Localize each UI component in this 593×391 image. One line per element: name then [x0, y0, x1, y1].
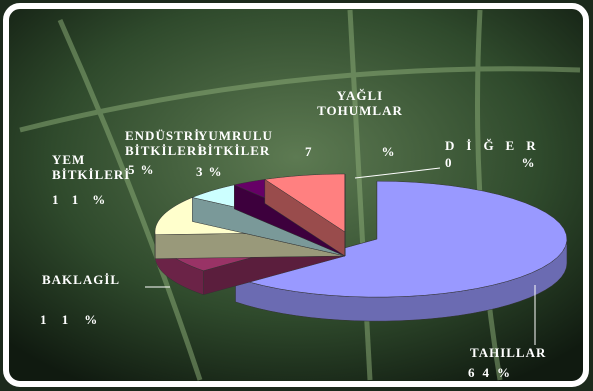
slice-top	[234, 180, 568, 298]
label-name: DİĞER	[445, 138, 548, 153]
label-value: 0%	[445, 155, 593, 170]
label-name: YAĞLI TOHUMLAR	[317, 88, 403, 118]
label-value: 11%	[40, 312, 114, 327]
label-name: YUMRULU BİTKİLER	[198, 128, 273, 158]
label-value: 64%	[468, 365, 518, 380]
label-name: TAHILLAR	[470, 345, 547, 360]
label-value: 7%	[305, 144, 465, 159]
leader-lines	[145, 167, 536, 345]
pie	[154, 173, 568, 322]
label-name: YEM BİTKİLERİ	[52, 152, 131, 182]
label-name: BAKLAGİL	[42, 272, 121, 287]
slice-top	[264, 173, 346, 233]
label-value: 5%	[128, 162, 160, 177]
label-name: ENDÜSTRİ BİTKİLERİ	[125, 128, 204, 158]
label-value: 3%	[196, 164, 228, 179]
label-value: 11%	[52, 192, 120, 207]
